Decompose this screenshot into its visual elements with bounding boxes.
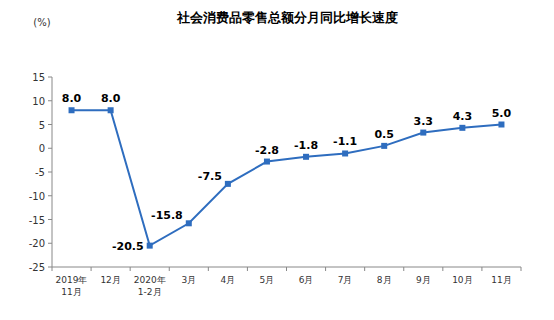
marker	[69, 107, 75, 113]
x-tick-label: 9月	[416, 275, 431, 285]
x-tick	[521, 267, 522, 271]
data-label: -20.5	[112, 240, 144, 253]
x-tick	[247, 267, 248, 271]
x-tick	[91, 267, 92, 271]
data-label: 8.0	[101, 92, 121, 105]
data-label: -2.8	[255, 144, 279, 157]
marker	[303, 154, 309, 160]
data-label: 4.3	[453, 110, 473, 123]
line	[72, 110, 502, 245]
y-tick	[48, 172, 52, 173]
y-tick-label: -10	[29, 191, 45, 202]
y-tick-label: 15	[32, 72, 45, 83]
x-tick-label: 2019年11月	[56, 275, 88, 297]
x-tick-label: 2020年1-2月	[134, 275, 166, 297]
data-label: -15.8	[151, 209, 183, 222]
y-tick-label: -25	[29, 262, 45, 273]
data-label: 0.5	[374, 128, 394, 141]
x-tick-label: 12月	[100, 275, 120, 285]
marker	[420, 130, 426, 136]
data-label: 3.3	[414, 115, 434, 128]
y-axis-label: (%)	[33, 17, 50, 28]
marker	[459, 125, 465, 131]
x-tick	[403, 267, 404, 271]
y-tick-label: 0	[39, 143, 45, 154]
x-tick-label: 6月	[299, 275, 314, 285]
y-tick-label: 10	[32, 96, 45, 107]
marker	[342, 150, 348, 156]
y-tick	[48, 148, 52, 149]
x-tick-label: 11月	[491, 275, 511, 285]
x-tick	[169, 267, 170, 271]
data-label: -1.8	[294, 139, 318, 152]
y-tick	[48, 77, 52, 78]
x-tick	[481, 267, 482, 271]
x-tick-label: 3月	[181, 275, 196, 285]
y-tick	[48, 267, 52, 268]
y-tick-label: -15	[29, 215, 45, 226]
x-tick	[442, 267, 443, 271]
marker	[108, 107, 114, 113]
x-tick	[364, 267, 365, 271]
y-tick	[48, 100, 52, 101]
marker	[381, 143, 387, 149]
x-tick	[52, 267, 53, 271]
marker	[498, 122, 504, 128]
x-tick	[286, 267, 287, 271]
y-tick	[48, 124, 52, 125]
x-tick-label: 10月	[452, 275, 472, 285]
x-tick-label: 5月	[260, 275, 275, 285]
x-tick	[130, 267, 131, 271]
x-tick-label: 7月	[338, 275, 353, 285]
y-tick-label: -20	[29, 238, 45, 249]
marker	[225, 181, 231, 187]
title: 社会消费品零售总额分月同比增长速度	[176, 10, 398, 25]
x-tick	[325, 267, 326, 271]
data-label: -7.5	[198, 170, 222, 183]
marker	[264, 159, 270, 165]
x-tick	[208, 267, 209, 271]
data-label: 5.0	[492, 107, 512, 120]
y-tick-label: -5	[35, 167, 45, 178]
x-tick-label: 8月	[377, 275, 392, 285]
y-tick-label: 5	[39, 120, 45, 131]
x-tick-label: 4月	[221, 275, 236, 285]
data-label: 8.0	[62, 92, 82, 105]
y-tick	[48, 219, 52, 220]
chart: 社会消费品零售总额分月同比增长速度 (%) -25 -20 -15 -10 -5 0 5 10 15…	[0, 0, 554, 320]
marker	[186, 220, 192, 226]
data-label: -1.1	[333, 135, 357, 148]
marker	[147, 243, 153, 249]
y-tick	[48, 243, 52, 244]
plot-area	[69, 107, 505, 248]
y-tick	[48, 195, 52, 196]
